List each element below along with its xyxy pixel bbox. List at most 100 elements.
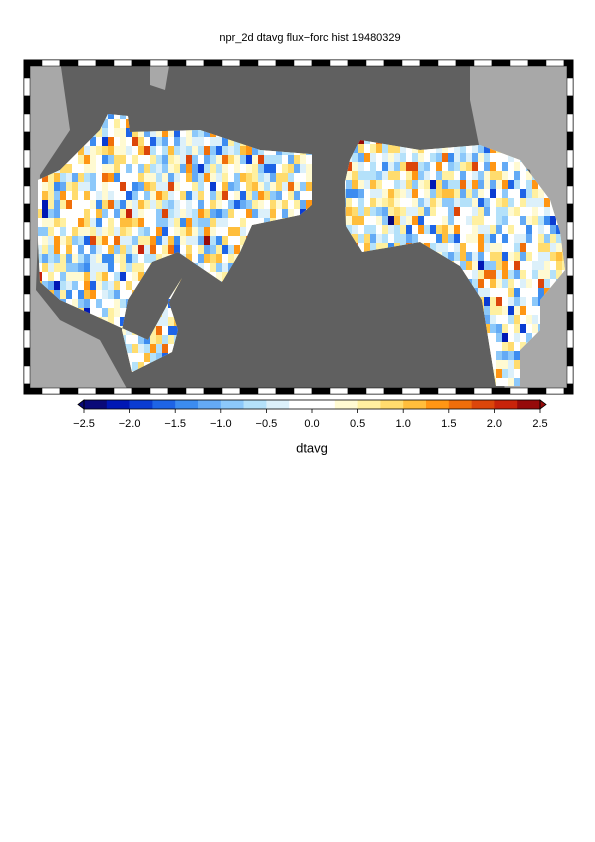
field-cell bbox=[222, 200, 228, 209]
field-cell bbox=[180, 236, 186, 245]
field-cell bbox=[228, 173, 234, 182]
field-cell bbox=[60, 164, 66, 173]
field-cell bbox=[520, 216, 526, 225]
field-cell bbox=[48, 209, 54, 218]
field-cell bbox=[532, 252, 538, 261]
field-cell bbox=[138, 155, 144, 164]
field-cell bbox=[454, 243, 460, 252]
field-cell bbox=[376, 162, 382, 171]
field-cell bbox=[370, 189, 376, 198]
field-cell bbox=[108, 155, 114, 164]
field-cell bbox=[174, 236, 180, 245]
field-cell bbox=[358, 140, 364, 144]
field-cell bbox=[514, 369, 520, 378]
field-cell bbox=[186, 146, 192, 155]
field-cell bbox=[346, 216, 352, 225]
field-cell bbox=[150, 128, 156, 137]
field-cell bbox=[478, 270, 484, 279]
border-seg bbox=[41, 387, 61, 395]
colorbar-bin bbox=[266, 400, 290, 409]
field-cell bbox=[460, 225, 466, 234]
field-cell bbox=[496, 153, 502, 162]
field-cell bbox=[352, 216, 358, 225]
field-cell bbox=[162, 146, 168, 155]
field-cell bbox=[306, 164, 312, 173]
field-cell bbox=[282, 209, 288, 218]
field-cell bbox=[156, 335, 162, 344]
field-cell bbox=[156, 164, 162, 173]
border-seg bbox=[566, 383, 574, 395]
field-cell bbox=[204, 218, 210, 227]
field-cell bbox=[120, 119, 126, 128]
field-cell bbox=[150, 236, 156, 245]
field-cell bbox=[72, 254, 78, 263]
field-cell bbox=[198, 128, 204, 137]
field-cell bbox=[502, 252, 508, 261]
field-cell bbox=[496, 198, 502, 207]
field-cell bbox=[370, 180, 376, 189]
field-cell bbox=[556, 243, 562, 252]
field-cell bbox=[364, 243, 370, 252]
border-seg bbox=[239, 59, 259, 67]
field-cell bbox=[508, 270, 514, 279]
field-cell bbox=[198, 218, 204, 227]
colorbar-bin bbox=[220, 400, 244, 409]
field-cell bbox=[418, 171, 424, 180]
field-cell bbox=[204, 263, 210, 272]
field-cell bbox=[460, 162, 466, 171]
field-cell bbox=[186, 137, 192, 146]
field-cell bbox=[466, 198, 472, 207]
field-cell bbox=[90, 209, 96, 218]
field-cell bbox=[252, 218, 258, 227]
field-cell bbox=[442, 189, 448, 198]
field-cell bbox=[270, 182, 276, 191]
field-cell bbox=[418, 162, 424, 171]
field-cell bbox=[90, 254, 96, 263]
border-seg bbox=[23, 59, 31, 79]
field-cell bbox=[400, 144, 406, 153]
field-cell bbox=[90, 263, 96, 272]
field-cell bbox=[514, 342, 520, 351]
field-cell bbox=[120, 245, 126, 254]
field-cell bbox=[138, 182, 144, 191]
field-cell bbox=[526, 225, 532, 234]
field-cell bbox=[364, 207, 370, 216]
field-cell bbox=[514, 351, 520, 360]
field-cell bbox=[216, 218, 222, 227]
field-cell bbox=[96, 137, 102, 146]
field-cell bbox=[460, 234, 466, 243]
field-cell bbox=[174, 173, 180, 182]
field-cell bbox=[358, 243, 364, 252]
field-cell bbox=[508, 342, 514, 351]
field-cell bbox=[192, 245, 198, 254]
field-cell bbox=[448, 162, 454, 171]
field-cell bbox=[502, 225, 508, 234]
field-cell bbox=[514, 261, 520, 270]
field-cell bbox=[186, 164, 192, 173]
field-cell bbox=[168, 227, 174, 236]
field-cell bbox=[138, 263, 144, 272]
field-cell bbox=[246, 155, 252, 164]
field-cell bbox=[198, 182, 204, 191]
field-cell bbox=[508, 369, 514, 378]
field-cell bbox=[114, 218, 120, 227]
field-cell bbox=[418, 234, 424, 243]
field-cell bbox=[228, 164, 234, 173]
field-cell bbox=[162, 200, 168, 209]
field-cell bbox=[300, 200, 306, 209]
border-seg bbox=[275, 387, 295, 395]
field-cell bbox=[126, 155, 132, 164]
field-cell bbox=[502, 306, 508, 315]
field-cell bbox=[216, 272, 222, 281]
field-cell bbox=[490, 297, 496, 306]
field-cell bbox=[300, 164, 306, 173]
field-cell bbox=[508, 216, 514, 225]
field-cell bbox=[150, 173, 156, 182]
field-cell bbox=[120, 155, 126, 164]
field-cell bbox=[48, 200, 54, 209]
field-cell bbox=[38, 191, 42, 200]
field-cell bbox=[222, 173, 228, 182]
field-cell bbox=[114, 182, 120, 191]
field-cell bbox=[192, 218, 198, 227]
colorbar-bin bbox=[289, 400, 313, 409]
